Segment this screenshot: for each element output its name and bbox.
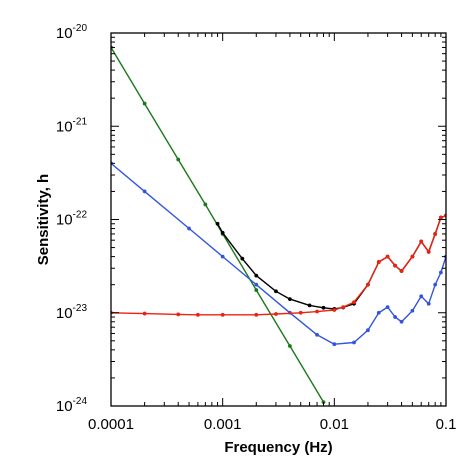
series-point-2 xyxy=(419,294,424,299)
y-axis-label: Sensitivity, h xyxy=(35,174,52,265)
series-point-4 xyxy=(433,232,438,236)
x-axis-label: Frequency (Hz) xyxy=(224,439,332,456)
series-point-2 xyxy=(426,301,431,306)
series-point-2 xyxy=(352,340,356,345)
series-point-1 xyxy=(176,157,181,162)
series-point-4 xyxy=(376,260,381,264)
series-point-2 xyxy=(376,310,381,315)
series-point-2 xyxy=(438,270,443,275)
x-tick-label: 0.0001 xyxy=(88,416,134,433)
series-point-4 xyxy=(385,254,390,259)
series-point-4 xyxy=(419,239,424,244)
series-point-4 xyxy=(352,300,356,305)
y-tick-label: 10-21 xyxy=(56,116,88,135)
series-point-4 xyxy=(315,309,319,314)
series-point-3 xyxy=(307,303,312,308)
x-tick-label: 0.1 xyxy=(436,416,457,433)
series-point-4 xyxy=(438,215,443,220)
series-point-4 xyxy=(410,254,415,259)
y-tick-label: 10-20 xyxy=(56,23,88,42)
y-tick-label: 10-22 xyxy=(56,210,88,229)
series-point-2 xyxy=(410,308,415,313)
series-point-1 xyxy=(287,344,292,348)
series-point-4 xyxy=(274,312,278,316)
series-point-4 xyxy=(341,305,346,309)
series-point-4 xyxy=(176,312,181,317)
series-point-2 xyxy=(366,328,370,333)
series-point-1 xyxy=(203,202,208,207)
series-point-3 xyxy=(240,256,245,261)
series-point-3 xyxy=(215,221,220,226)
series-point-4 xyxy=(254,312,259,317)
x-tick-label: 0.001 xyxy=(204,416,242,433)
series-point-3 xyxy=(321,305,326,310)
series-point-3 xyxy=(287,297,292,302)
series-point-2 xyxy=(393,315,397,319)
series-point-2 xyxy=(399,319,404,324)
series-point-4 xyxy=(426,249,431,254)
series-point-2 xyxy=(385,305,390,309)
series-point-4 xyxy=(298,310,303,315)
ticks-layer xyxy=(110,32,447,407)
series-point-2 xyxy=(254,282,259,287)
series-point-1 xyxy=(254,288,259,292)
plot-frame xyxy=(110,32,447,407)
series-layer xyxy=(111,45,446,405)
y-tick-label: 10-24 xyxy=(56,396,88,415)
series-point-3 xyxy=(254,273,259,278)
series-point-2 xyxy=(433,282,438,287)
series-point-3 xyxy=(274,289,278,294)
series-point-4 xyxy=(142,311,147,316)
series-point-4 xyxy=(195,312,200,317)
series-point-2 xyxy=(142,189,147,194)
series-point-4 xyxy=(220,312,225,317)
series-point-2 xyxy=(187,226,191,231)
series-point-2 xyxy=(332,342,337,347)
tick-labels-layer: 0.0001 0.001 0.01 0.1 10-24 10-23 10-22 10-21 10… xyxy=(56,23,457,433)
series-point-1 xyxy=(142,101,147,106)
series-point-2 xyxy=(315,332,319,337)
series-line-1 xyxy=(111,47,325,403)
series-point-4 xyxy=(399,269,404,273)
x-tick-label: 0.01 xyxy=(320,416,349,433)
y-tick-label: 10-23 xyxy=(56,303,88,322)
series-point-4 xyxy=(332,308,337,312)
series-point-4 xyxy=(393,263,397,268)
series-point-2 xyxy=(220,254,225,259)
series-point-4 xyxy=(366,282,370,287)
series-point-3 xyxy=(220,230,225,235)
